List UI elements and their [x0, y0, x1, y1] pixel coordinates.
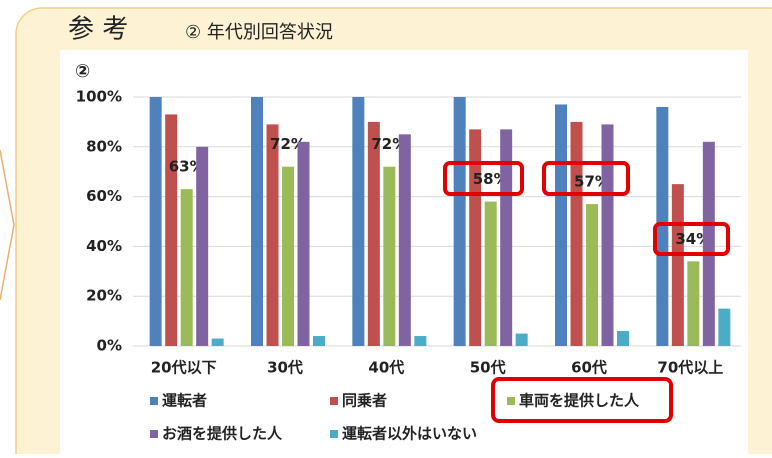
chart-title: ② 年代別回答状況 — [185, 22, 333, 43]
bar — [570, 121, 583, 347]
bar — [656, 106, 669, 347]
x-tick-label: 60代 — [571, 359, 607, 377]
bar — [367, 121, 380, 347]
legend-swatch — [150, 430, 158, 438]
highlight-box — [443, 161, 524, 196]
bar — [352, 97, 365, 346]
bar — [687, 261, 700, 346]
bar — [718, 308, 731, 346]
x-tick-label: 20代以下 — [151, 359, 217, 377]
bar — [414, 336, 427, 346]
header: 参 考 — [68, 15, 128, 45]
legend-label: 運転者以外はいない — [342, 425, 477, 443]
bar — [180, 189, 193, 346]
legend-swatch — [150, 397, 158, 405]
highlight-box — [653, 222, 730, 256]
bar — [555, 104, 567, 346]
data-label: 72% — [371, 135, 407, 153]
y-tick-label: 0% — [97, 337, 122, 355]
legend-swatch — [330, 397, 338, 405]
bar — [515, 333, 528, 346]
legend-label: お酒を提供した人 — [162, 425, 283, 443]
bar — [586, 204, 598, 346]
bar — [383, 166, 396, 346]
bar — [702, 141, 715, 346]
bar — [601, 124, 614, 346]
y-tick-label: 80% — [86, 137, 122, 155]
highlight-box — [491, 377, 673, 423]
y-tick-label: 40% — [86, 237, 122, 255]
bar — [251, 97, 263, 346]
data-label: 72% — [270, 135, 306, 153]
bar — [297, 141, 310, 346]
bar — [398, 134, 411, 346]
y-tick-label: 100% — [76, 88, 122, 106]
data-label: 34% — [675, 230, 711, 248]
bar — [282, 166, 294, 346]
x-tick-label: 40代 — [368, 359, 404, 377]
x-tick-label: 70代以上 — [657, 359, 723, 377]
bar — [211, 338, 224, 346]
x-tick-label: 50代 — [470, 359, 506, 377]
bar — [313, 336, 325, 346]
bar — [196, 146, 209, 346]
bar — [484, 201, 497, 346]
y-tick-label: 60% — [86, 187, 122, 205]
bar — [453, 97, 466, 346]
x-tick-label: 30代 — [267, 359, 303, 377]
bar — [671, 184, 684, 346]
chart-label: ② — [75, 61, 90, 82]
chevron — [0, 149, 15, 301]
bar — [165, 114, 178, 347]
legend-swatch — [507, 397, 515, 405]
bar — [149, 97, 162, 346]
bar — [617, 331, 629, 346]
legend-label: 車両を提供した人 — [519, 392, 640, 410]
bar — [469, 129, 482, 346]
legend-label: 運転者 — [162, 392, 207, 410]
y-tick-label: 20% — [86, 287, 122, 305]
data-label: 57% — [574, 173, 610, 191]
legend-label: 同乗者 — [342, 392, 387, 410]
bar — [500, 129, 513, 346]
data-label: 63% — [169, 158, 205, 176]
bar — [266, 124, 279, 346]
highlight-box — [542, 161, 630, 196]
data-label: 58% — [473, 170, 509, 188]
legend-swatch — [330, 430, 338, 438]
